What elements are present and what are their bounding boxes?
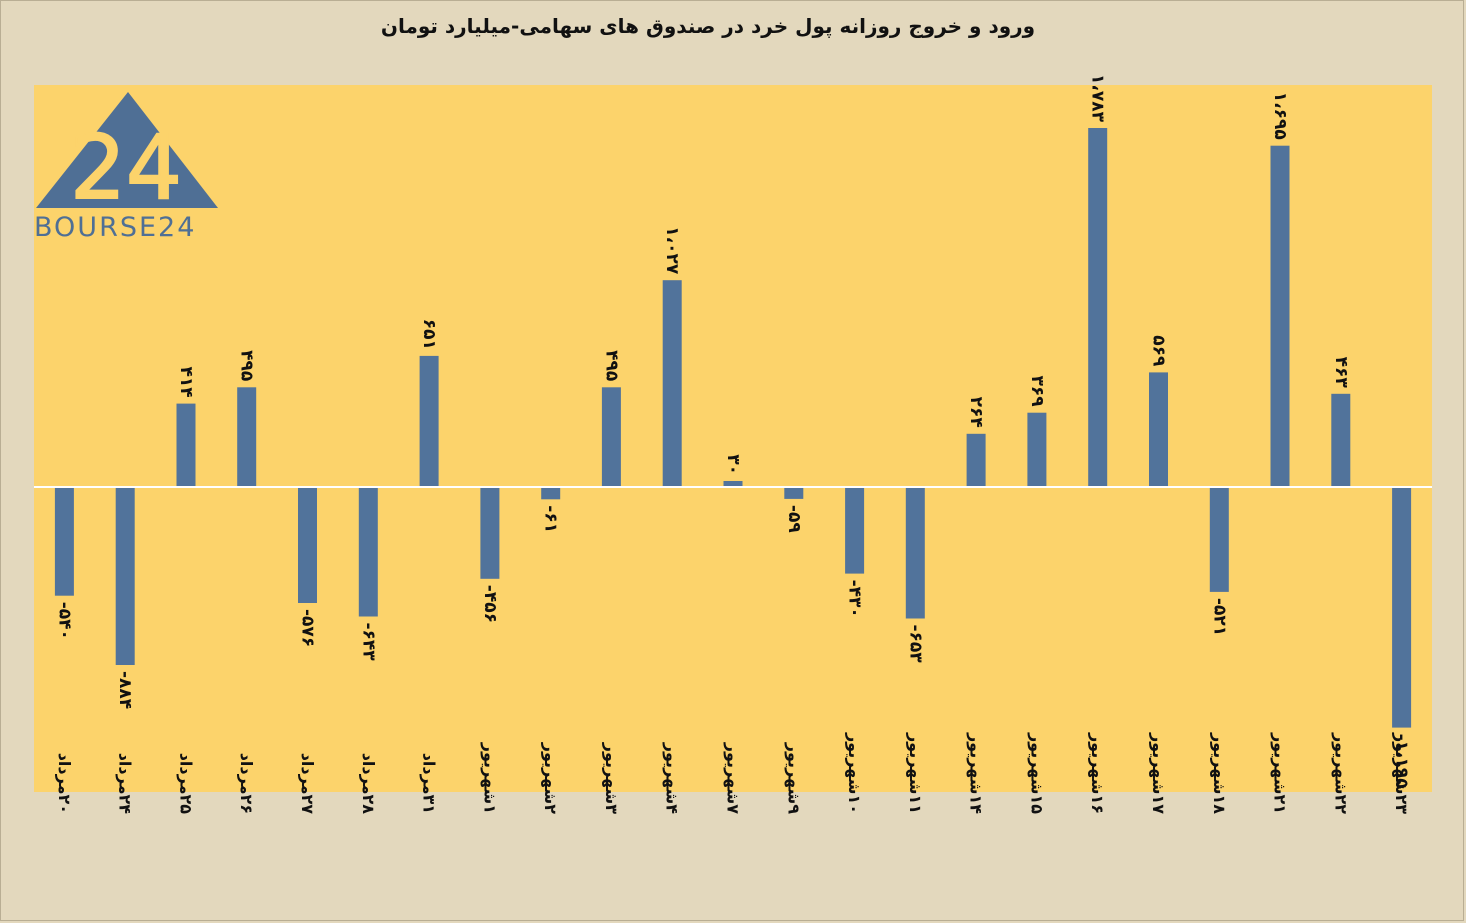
bar bbox=[966, 433, 986, 487]
bar bbox=[784, 487, 804, 499]
category-label: ۱۷شهریور bbox=[1149, 732, 1168, 814]
value-label: ۶۵۱ bbox=[419, 319, 439, 350]
bar bbox=[115, 487, 135, 665]
value-label: ۴۹۵ bbox=[237, 350, 257, 381]
category-label: ۲۰مرداد bbox=[55, 753, 74, 814]
bars-layer bbox=[54, 128, 1412, 728]
category-label: ۱۴شهریور bbox=[967, 732, 986, 814]
bar bbox=[905, 487, 925, 619]
value-label: -۴۳۰ bbox=[845, 580, 865, 618]
logo-wordmark: BOURSE24 bbox=[34, 212, 197, 243]
value-label: ۲۶۴ bbox=[966, 397, 986, 428]
bar bbox=[237, 387, 257, 487]
bourse24-logo: 24 bbox=[36, 92, 218, 220]
bar bbox=[601, 387, 621, 487]
bar bbox=[1270, 145, 1290, 487]
bar bbox=[419, 355, 439, 487]
value-label: -۵۲۱ bbox=[1209, 598, 1229, 636]
bar bbox=[358, 487, 378, 617]
category-label: ۷شهریور bbox=[724, 742, 743, 815]
value-label: ۳۶۹ bbox=[1027, 376, 1047, 408]
bar bbox=[298, 487, 317, 603]
value-label: ۵۶۹ bbox=[1149, 335, 1169, 367]
bar bbox=[845, 487, 865, 574]
bar bbox=[480, 487, 500, 579]
category-label: ۲۴مرداد bbox=[116, 753, 135, 815]
value-label: -۱،۱۹۵ bbox=[1392, 734, 1412, 789]
bar bbox=[662, 280, 682, 487]
value-label: ۱،۷۸۳ bbox=[1088, 74, 1108, 123]
plot-area bbox=[34, 85, 1432, 792]
category-label: ۲۶مرداد bbox=[237, 753, 256, 814]
value-label: -۵۹ bbox=[784, 505, 804, 533]
bar bbox=[1392, 487, 1412, 728]
value-label: -۵۴۰ bbox=[54, 602, 74, 640]
bar bbox=[1331, 393, 1351, 487]
category-label: ۲۳شهریور bbox=[1392, 732, 1411, 814]
bar bbox=[176, 403, 196, 487]
value-label: ۴۱۴ bbox=[176, 366, 196, 397]
value-label: -۶۱ bbox=[541, 505, 561, 533]
category-label: ۳شهریور bbox=[602, 742, 621, 815]
value-label: -۴۵۶ bbox=[480, 585, 500, 623]
category-label: ۹شهریور bbox=[784, 742, 803, 815]
category-label: ۱۵شهریور bbox=[1027, 732, 1046, 814]
category-label: ۲۸مرداد bbox=[359, 753, 378, 815]
bar bbox=[541, 487, 561, 500]
category-label: ۲۲شهریور bbox=[1331, 732, 1350, 814]
logo-mark: 24 bbox=[70, 116, 182, 219]
value-label: ۴۶۳ bbox=[1331, 357, 1351, 389]
bar bbox=[1027, 412, 1047, 487]
category-label: ۲۱شهریور bbox=[1271, 732, 1290, 814]
value-label: ۱،۶۹۵ bbox=[1270, 92, 1290, 140]
value-label: -۵۷۶ bbox=[298, 609, 318, 647]
bar bbox=[723, 481, 743, 487]
bar bbox=[1088, 128, 1108, 487]
value-label: -۶۴۳ bbox=[358, 623, 378, 662]
category-label: ۱۰شهریور bbox=[845, 732, 864, 814]
value-label: -۸۸۴ bbox=[115, 671, 135, 709]
bar bbox=[1149, 372, 1168, 487]
value-labels-layer: -۵۴۰ -۸۸۴ ۴۱۴ ۴۹۵ -۵۷۶ -۶۴۳ ۶۵۱ -۴۵۶ -۶۱ ۴۹۵ ۱،۰۲۷… bbox=[54, 74, 1411, 789]
bar bbox=[1209, 487, 1229, 592]
value-label: ۴۹۵ bbox=[601, 350, 621, 381]
category-label: ۳۱مرداد bbox=[420, 753, 439, 814]
category-labels-layer: ۲۰مرداد ۲۴مرداد ۲۵مرداد ۲۶مرداد ۲۷مرداد ۲۸مرد… bbox=[55, 732, 1411, 814]
value-label: ۳۰ bbox=[723, 454, 743, 475]
value-label: -۶۵۳ bbox=[905, 625, 925, 664]
category-label: ۲شهریور bbox=[541, 742, 560, 815]
category-label: ۲۵مرداد bbox=[177, 753, 196, 815]
value-label: ۱،۰۲۷ bbox=[662, 226, 682, 275]
category-label: ۱شهریور bbox=[480, 742, 499, 814]
bar bbox=[54, 487, 74, 596]
category-label: ۱۸شهریور bbox=[1210, 732, 1229, 814]
chart-title: ورود و خروج روزانه پول خرد در صندوق های … bbox=[380, 14, 1036, 38]
category-label: ۲۷مرداد bbox=[298, 753, 317, 815]
category-label: ۱۱شهریور bbox=[906, 732, 925, 814]
category-label: ۴شهریور bbox=[663, 742, 682, 815]
logo-triangle bbox=[36, 92, 218, 208]
category-label: ۱۶شهریور bbox=[1088, 732, 1107, 814]
